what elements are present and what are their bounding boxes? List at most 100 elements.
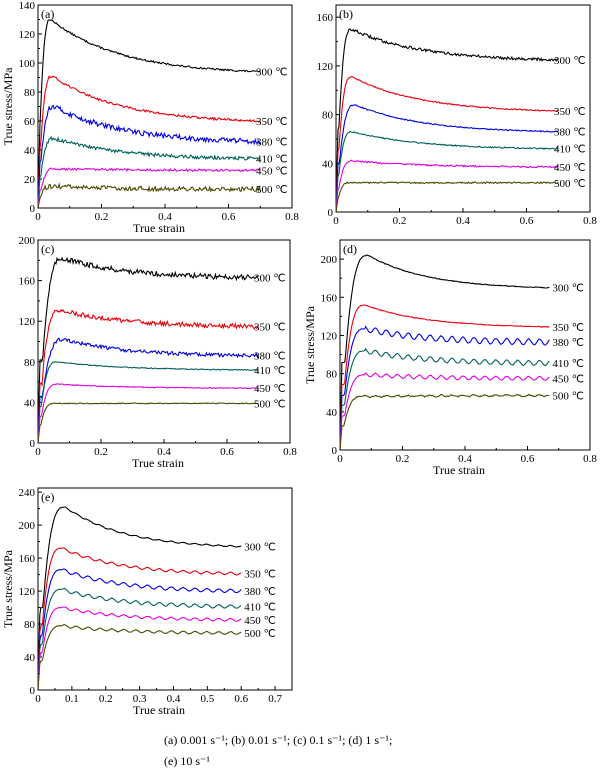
series-label: 410 ℃	[554, 144, 586, 156]
y-tick-label: 120	[321, 330, 338, 342]
x-tick-label: 0.2	[95, 211, 109, 223]
series-line	[37, 568, 242, 691]
chart-panel-2: 0 0.2 0.4 0.6 0.8 0 40 80 120 160 200 True strain (c…	[19, 235, 298, 470]
y-tick-label: 140	[19, 0, 36, 12]
series-label: 300 ℃	[244, 542, 276, 554]
series-label: 350 ℃	[554, 106, 586, 118]
series-line	[339, 325, 550, 451]
chart-panel-3: 0 0.2 0.4 0.6 0.8 0 40 80 120 160 200 True strain Tr…	[303, 239, 597, 477]
x-tick-label: 0.6	[222, 211, 236, 223]
series-label: 380 ℃	[554, 127, 586, 139]
x-tick-label: 0.2	[393, 215, 407, 227]
series-label: 500 ℃	[552, 391, 584, 403]
series-line	[37, 104, 261, 209]
series-label: 410 ℃	[254, 365, 286, 377]
series-label: 300 ℃	[256, 67, 288, 79]
y-tick-label: 200	[19, 520, 36, 532]
x-tick-label: 0.8	[583, 215, 597, 227]
series-label: 410 ℃	[256, 154, 288, 166]
series-line	[37, 256, 259, 444]
series-line	[335, 104, 559, 213]
series-label: 450 ℃	[554, 162, 586, 174]
y-tick-label: 80	[24, 619, 36, 631]
y-tick-label: 0	[30, 203, 36, 215]
x-tick-label: 0.6	[220, 446, 234, 458]
series-line	[37, 308, 259, 444]
series-line	[335, 76, 559, 213]
x-tick-label: 0.8	[285, 211, 299, 223]
y-tick-label: 40	[24, 397, 36, 409]
y-tick-label: 0	[30, 685, 36, 697]
y-tick-label: 100	[19, 58, 36, 70]
series-label: 350 ℃	[254, 321, 286, 333]
series-label: 450 ℃	[552, 373, 584, 385]
series-line	[37, 75, 261, 209]
x-axis-label: True strain	[132, 456, 184, 470]
series-line	[37, 547, 242, 691]
series-line	[37, 402, 259, 444]
y-tick-label: 160	[317, 12, 334, 24]
series-line	[37, 506, 242, 691]
series-label: 380 ℃	[254, 351, 286, 363]
y-tick-label: 40	[322, 158, 334, 170]
x-tick-label: 0.3	[133, 693, 147, 705]
series-label: 500 ℃	[244, 628, 276, 640]
caption-line-1: (a) 0.001 s⁻¹; (b) 0.01 s⁻¹; (c) 0.1 s⁻¹…	[164, 733, 393, 747]
series-label: 300 ℃	[254, 273, 286, 285]
plot-frame	[37, 487, 293, 691]
series-label: 350 ℃	[256, 116, 288, 128]
x-tick-label: 0.4	[167, 693, 181, 705]
x-tick-label: 0.4	[456, 215, 470, 227]
x-axis-label: True strain	[133, 703, 185, 717]
y-tick-label: 120	[19, 316, 36, 328]
y-tick-label: 120	[317, 61, 334, 73]
series-line	[339, 393, 550, 451]
panel-label: (e)	[41, 490, 54, 504]
series-label: 450 ℃	[244, 615, 276, 627]
panel-label: (c)	[41, 242, 54, 256]
series-label: 500 ℃	[256, 184, 288, 196]
x-tick-label: 0.2	[94, 446, 108, 458]
chart-panel-1: 0 0.2 0.4 0.6 0.8 0 40 80 120 160 (b) 300 ℃ 350 ℃ 380…	[317, 4, 597, 227]
series-line	[37, 337, 259, 444]
y-tick-label: 40	[24, 145, 36, 157]
series-line	[339, 304, 550, 451]
x-tick-label: 0.6	[520, 215, 534, 227]
y-tick-label: 0	[30, 438, 36, 450]
x-tick-label: 0.4	[158, 211, 172, 223]
figure-caption: (a) 0.001 s⁻¹; (b) 0.01 s⁻¹; (c) 0.1 s⁻¹…	[164, 730, 392, 772]
y-tick-label: 40	[326, 407, 338, 419]
x-tick-label: 0	[337, 453, 343, 465]
chart-panel-0: 0 0.2 0.4 0.6 0.8 0 20 40 60 80 100 120 140 True stra…	[1, 0, 299, 235]
x-tick-label: 0.6	[521, 453, 535, 465]
y-tick-label: 120	[19, 586, 36, 598]
series-line	[37, 624, 242, 691]
y-tick-label: 160	[321, 292, 338, 304]
y-axis-label: True stress/MPa	[303, 305, 317, 384]
series-label: 350 ℃	[552, 322, 584, 334]
y-tick-label: 120	[19, 29, 36, 41]
series-line	[37, 588, 242, 691]
x-tick-label: 0	[333, 215, 339, 227]
series-line	[37, 167, 261, 209]
series-label: 380 ℃	[244, 586, 276, 598]
caption-line-2: (e) 10 s⁻¹	[164, 754, 210, 768]
series-label: 500 ℃	[554, 178, 586, 190]
series-label: 450 ℃	[256, 165, 288, 177]
y-axis-label: True stress/MPa	[1, 67, 15, 146]
series-line	[37, 361, 259, 444]
x-tick-label: 0.2	[99, 693, 113, 705]
y-tick-label: 40	[24, 652, 36, 664]
y-tick-label: 0	[328, 207, 334, 219]
chart-panel-4: 0 0.1 0.2 0.3 0.4 0.5 0.6 0.7 0 40 80 120 160 200 240 T…	[1, 487, 293, 717]
panel-label: (b)	[339, 7, 353, 21]
x-tick-label: 0	[35, 446, 41, 458]
panel-label: (d)	[343, 242, 357, 256]
y-tick-label: 80	[24, 87, 36, 99]
x-axis-label: True strain	[433, 463, 485, 477]
y-tick-label: 60	[24, 116, 36, 128]
series-label: 380 ℃	[256, 136, 288, 148]
x-tick-label: 0.8	[283, 446, 297, 458]
x-tick-label: 0	[35, 693, 41, 705]
